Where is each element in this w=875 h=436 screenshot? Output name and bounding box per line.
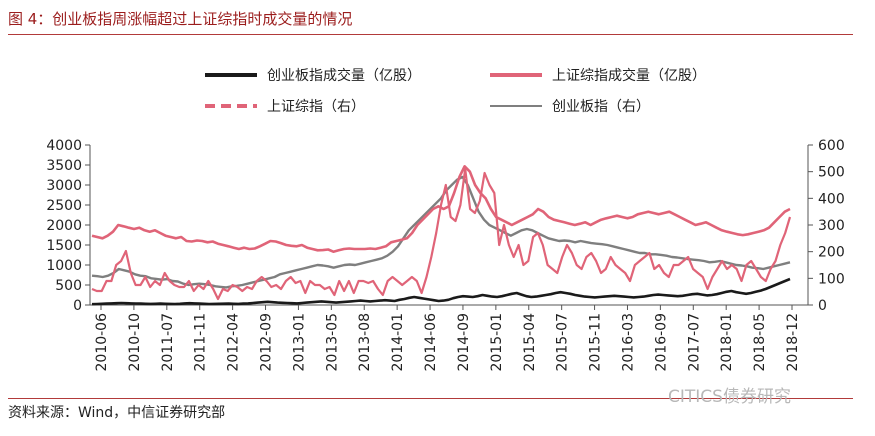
right-tick-label: 0 bbox=[818, 298, 827, 314]
right-tick-label: 200 bbox=[818, 245, 845, 261]
x-tick-label: 2018-01 bbox=[719, 313, 735, 372]
x-tick-label: 2014-06 bbox=[423, 313, 439, 372]
x-tick-label: 2011-07 bbox=[160, 313, 176, 372]
legend-item: 创业板指成交量（亿股） bbox=[205, 67, 421, 84]
x-tick-label: 2012-09 bbox=[259, 313, 275, 372]
source-note: 资料来源：Wind，中信证券研究部 bbox=[8, 405, 226, 421]
x-tick-label: 2015-01 bbox=[489, 313, 505, 372]
x-tick-label: 2018-12 bbox=[785, 313, 801, 372]
x-tick-label: 2016-09 bbox=[653, 313, 669, 372]
series-line-gem-index bbox=[91, 175, 791, 289]
chart-legend: 创业板指成交量（亿股） 上证综指成交量（亿股） 上证综指（右） 创业板指（右） bbox=[205, 67, 706, 115]
figure-title: 图 4：创业板指周涨幅超过上证综指时成交量的情况 bbox=[8, 10, 353, 28]
x-tick-label: 2013-08 bbox=[357, 313, 373, 372]
x-tick-label: 2018-05 bbox=[752, 313, 768, 372]
legend-item: 上证综指（右） bbox=[205, 99, 365, 115]
x-tick-label: 2013-01 bbox=[291, 313, 307, 372]
left-tick-label: 3500 bbox=[46, 158, 82, 174]
legend-item: 创业板指（右） bbox=[490, 99, 650, 115]
x-tick-label: 2015-07 bbox=[555, 313, 571, 372]
chart-series bbox=[91, 165, 792, 306]
x-tick-label: 2014-01 bbox=[390, 313, 406, 372]
x-tick-label: 2015-11 bbox=[588, 313, 604, 372]
left-tick-label: 1000 bbox=[46, 258, 82, 274]
x-tick-label: 2014-09 bbox=[456, 313, 472, 372]
right-tick-label: 500 bbox=[818, 165, 845, 181]
series-line-sse-volume bbox=[91, 167, 792, 301]
x-tick-label: 2013-05 bbox=[324, 313, 340, 372]
legend-label: 上证综指成交量（亿股） bbox=[552, 67, 706, 84]
chart-axes: 0 500 1000 1500 2000 2500 3000 3500 4000 0 100 200 3… bbox=[46, 138, 844, 372]
left-tick-label: 1500 bbox=[46, 238, 82, 254]
right-tick-label: 300 bbox=[818, 218, 845, 234]
right-tick-label: 100 bbox=[818, 271, 845, 287]
legend-item: 上证综指成交量（亿股） bbox=[490, 67, 706, 84]
left-tick-label: 2500 bbox=[46, 198, 82, 214]
series-line-gem-volume bbox=[91, 277, 791, 306]
legend-label: 创业板指（右） bbox=[552, 99, 650, 115]
x-tick-label: 2016-03 bbox=[620, 313, 636, 372]
watermark-logo: CITICS债券研究 bbox=[668, 387, 791, 407]
source-divider bbox=[8, 398, 853, 399]
title-divider bbox=[8, 34, 853, 35]
left-tick-label: 4000 bbox=[46, 138, 82, 154]
x-tick-label: 2011-11 bbox=[193, 313, 209, 372]
right-tick-label: 400 bbox=[818, 191, 845, 207]
left-tick-label: 3000 bbox=[46, 178, 82, 194]
right-tick-label: 600 bbox=[818, 138, 845, 154]
x-tick-label: 2010-10 bbox=[127, 313, 143, 372]
left-tick-label: 500 bbox=[55, 278, 82, 294]
x-tick-label: 2012-04 bbox=[226, 313, 242, 372]
x-tick-label: 2010-06 bbox=[94, 313, 110, 372]
legend-label: 创业板指成交量（亿股） bbox=[267, 67, 421, 84]
left-tick-label: 2000 bbox=[46, 218, 82, 234]
x-tick-label: 2015-04 bbox=[522, 313, 538, 372]
x-tick-label: 2017-07 bbox=[686, 313, 702, 372]
left-tick-label: 0 bbox=[73, 298, 82, 314]
legend-label: 上证综指（右） bbox=[267, 99, 365, 115]
